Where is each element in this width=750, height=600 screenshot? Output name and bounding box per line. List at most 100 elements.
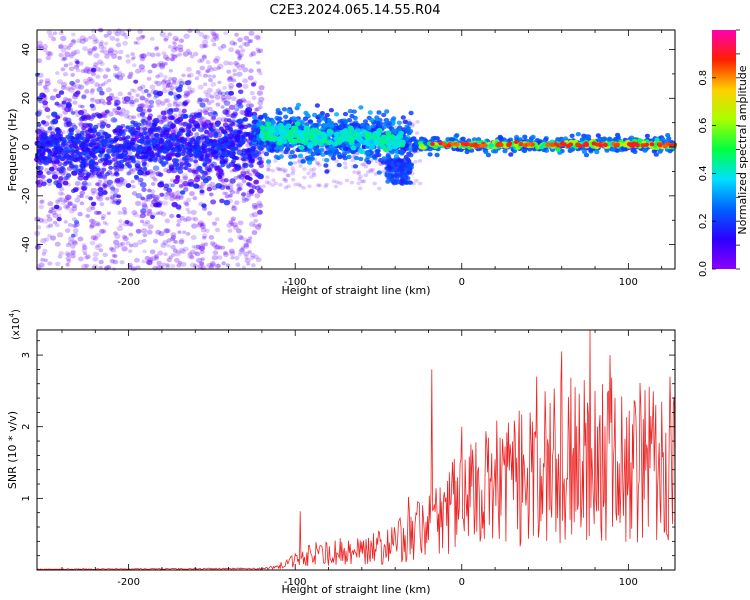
spectrogram-point: [98, 67, 104, 73]
chart-title: C2E3.2024.065.14.55.R04: [269, 3, 440, 18]
spectrogram-point: [199, 261, 205, 266]
spectrogram-point: [217, 46, 224, 51]
spectrogram-point: [42, 100, 49, 106]
spectrogram-point: [278, 154, 284, 159]
spectrogram-point: [113, 137, 119, 142]
spectrogram-point: [95, 222, 101, 227]
spectrogram-point: [187, 251, 193, 256]
spectrogram-point: [68, 87, 75, 93]
spectrogram-point: [48, 209, 53, 214]
spectrogram-point: [43, 87, 50, 93]
spectrogram-point: [170, 129, 176, 134]
spectrogram-point: [241, 199, 246, 204]
spectrogram-point: [270, 128, 276, 134]
spectrogram-point: [165, 265, 170, 270]
spectrogram-point: [90, 97, 96, 103]
spectrogram-point: [276, 117, 282, 122]
spectrogram-point: [234, 200, 240, 205]
spectrogram-point: [216, 147, 222, 152]
spectrogram-point: [158, 60, 164, 66]
spectrogram-point: [228, 90, 234, 96]
spectrogram-point: [391, 168, 397, 173]
spectrogram-point: [289, 149, 295, 155]
spectrogram-point: [265, 121, 272, 127]
spectrogram-point: [230, 216, 236, 221]
spectrogram-point: [198, 31, 204, 37]
spectrogram-point: [298, 153, 304, 158]
spectrogram-point: [96, 86, 103, 93]
spectrogram-point: [154, 152, 160, 157]
spectrogram-point: [246, 170, 251, 175]
spectrogram-point: [192, 144, 198, 149]
spectrogram-point: [208, 264, 214, 270]
spectrogram-point: [195, 257, 203, 263]
spectrogram-point: [248, 53, 254, 58]
spectrogram-point: [144, 88, 149, 94]
spectrogram-point: [129, 168, 134, 172]
spectrogram-point: [256, 200, 263, 206]
spectrogram-point: [309, 156, 315, 161]
spectrogram-point: [378, 121, 384, 126]
spectrogram-point: [115, 181, 123, 188]
spectrogram-point: [68, 66, 75, 72]
spectrogram-point: [36, 148, 42, 153]
spectrogram-point: [202, 236, 207, 240]
spectrogram-point: [220, 95, 227, 101]
spectrogram-point: [125, 183, 132, 189]
spectrogram-point: [177, 52, 182, 57]
spectrogram-point: [70, 188, 76, 194]
spectrogram-point: [38, 99, 43, 104]
spectrogram-point: [211, 31, 217, 37]
spectrogram-point: [205, 175, 212, 181]
spectrogram-point: [113, 231, 118, 236]
spectrogram-point: [67, 223, 73, 228]
spectrogram-point: [330, 156, 337, 161]
spectrogram-point: [81, 122, 87, 128]
spectrogram-point: [130, 157, 136, 162]
spectrogram-point: [232, 68, 237, 73]
spectrogram-point: [96, 171, 103, 177]
spectrogram-point: [205, 69, 210, 74]
spectrogram-point: [179, 215, 185, 221]
spectrogram-point: [333, 184, 339, 189]
spectrogram-point: [69, 54, 74, 59]
spectrogram-point: [231, 96, 237, 101]
spectrogram-point: [95, 167, 101, 172]
spectrogram-point: [48, 207, 54, 211]
spectrogram-point: [98, 44, 105, 50]
spectrogram-point: [180, 261, 187, 267]
spectrogram-point: [235, 262, 241, 267]
spectrogram-point: [201, 141, 207, 146]
spectrogram-point: [103, 80, 109, 85]
spectrogram-point: [93, 52, 100, 59]
spectrogram-point: [122, 40, 128, 46]
spectrogram-point: [356, 137, 363, 143]
spectrogram-point: [106, 265, 112, 270]
spectrogram-point: [200, 222, 205, 227]
spectrogram-point: [223, 250, 228, 255]
spectrogram-point: [139, 213, 146, 219]
spectrogram-point: [131, 147, 137, 152]
spectrogram-point: [252, 204, 258, 210]
spectrogram-point: [135, 68, 141, 74]
spectrogram-point: [201, 233, 208, 239]
spectrogram-point: [210, 199, 217, 205]
spectrogram-point: [380, 137, 387, 143]
spectrogram-point: [107, 51, 114, 56]
spectrogram-point: [157, 250, 164, 256]
spectrogram-point: [182, 246, 189, 252]
spectrogram-point: [278, 183, 283, 187]
spectrogram-point: [159, 31, 166, 37]
spectrogram-point: [168, 163, 173, 168]
spectrogram-point: [109, 196, 115, 200]
spectrogram-point: [135, 165, 142, 172]
spectrogram-point: [581, 133, 587, 139]
spectrogram-point: [157, 181, 165, 188]
spectrogram-point: [569, 133, 575, 139]
spectrogram-point: [185, 48, 191, 53]
spectrogram-point: [167, 121, 174, 126]
spectrogram-point: [390, 130, 396, 135]
spectrogram-point: [290, 166, 295, 170]
spectrogram-point: [323, 163, 329, 168]
spectrogram-point: [86, 182, 92, 187]
